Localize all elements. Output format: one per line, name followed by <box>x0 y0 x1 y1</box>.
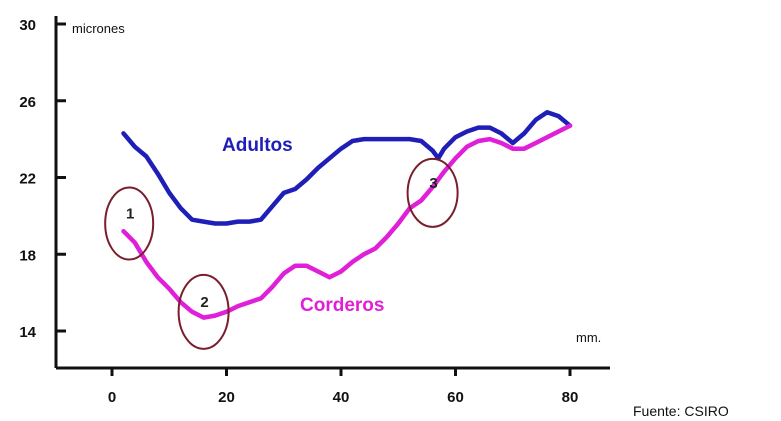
y-tick-label: 18 <box>19 247 36 264</box>
annotation-circle-1 <box>104 186 155 261</box>
annotation-label-2: 2 <box>200 294 208 311</box>
x-tick-label: 20 <box>218 389 235 406</box>
axis-unit-labels: micrones mm. <box>72 21 601 345</box>
x-tick-label: 80 <box>562 389 579 406</box>
x-tick-label: 40 <box>333 389 350 406</box>
annotation-label-3: 3 <box>429 175 437 192</box>
x-tick-label: 0 <box>108 389 116 406</box>
series-lines <box>121 110 573 320</box>
series-labels: Adultos Corderos <box>222 135 384 316</box>
annotation-label-1: 1 <box>126 206 134 223</box>
axes <box>54 16 610 376</box>
y-tick-label: 22 <box>19 171 36 188</box>
annotations: 1 2 3 <box>104 157 459 350</box>
series-label-adultos: Adultos <box>222 135 293 156</box>
series-line-adultos <box>121 110 573 226</box>
annotation-circle-2 <box>177 273 230 350</box>
annotation-circle-3 <box>406 157 459 228</box>
y-tick-label: 26 <box>19 94 36 111</box>
x-axis-unit-label: mm. <box>576 330 601 345</box>
series-label-corderos: Corderos <box>300 295 384 316</box>
y-tick-label: 30 <box>19 17 36 34</box>
y-tick-label: 14 <box>19 324 36 341</box>
x-tick-label: 60 <box>447 389 464 406</box>
source-credit: Fuente: CSIRO <box>633 403 729 419</box>
y-axis-unit-label: micrones <box>72 21 125 36</box>
tick-labels: 14 18 22 26 30 0 20 40 60 80 <box>19 17 578 406</box>
series-line-corderos <box>121 123 573 320</box>
